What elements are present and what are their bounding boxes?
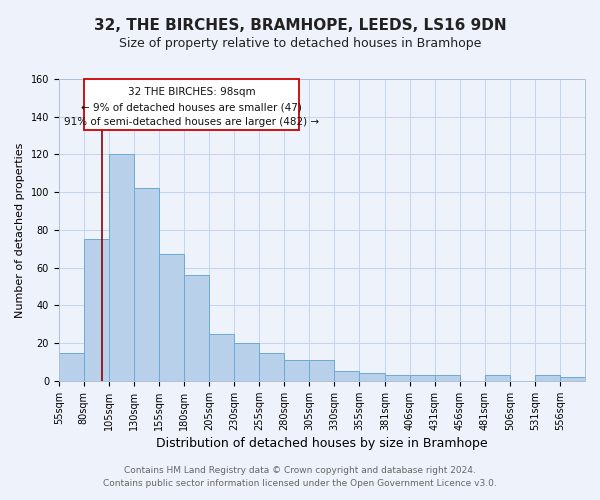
Bar [284, 360, 309, 381]
Y-axis label: Number of detached properties: Number of detached properties [15, 142, 25, 318]
Bar [485, 375, 510, 381]
FancyBboxPatch shape [84, 79, 299, 130]
Bar [134, 188, 159, 381]
Bar [560, 377, 585, 381]
Bar [385, 375, 410, 381]
Text: Contains HM Land Registry data © Crown copyright and database right 2024.
Contai: Contains HM Land Registry data © Crown c… [103, 466, 497, 487]
Bar [209, 334, 234, 381]
Bar [159, 254, 184, 381]
Bar [410, 375, 435, 381]
X-axis label: Distribution of detached houses by size in Bramhope: Distribution of detached houses by size … [156, 437, 488, 450]
Text: 32 THE BIRCHES: 98sqm: 32 THE BIRCHES: 98sqm [128, 86, 255, 97]
Bar [309, 360, 334, 381]
Bar [435, 375, 460, 381]
Bar [334, 372, 359, 381]
Text: 32, THE BIRCHES, BRAMHOPE, LEEDS, LS16 9DN: 32, THE BIRCHES, BRAMHOPE, LEEDS, LS16 9… [94, 18, 506, 32]
Bar [234, 343, 259, 381]
Bar [535, 375, 560, 381]
Bar [84, 240, 109, 381]
Text: Size of property relative to detached houses in Bramhope: Size of property relative to detached ho… [119, 38, 481, 51]
Bar [259, 352, 284, 381]
Bar [359, 374, 385, 381]
Bar [109, 154, 134, 381]
Text: 91% of semi-detached houses are larger (482) →: 91% of semi-detached houses are larger (… [64, 118, 319, 128]
Text: ← 9% of detached houses are smaller (47): ← 9% of detached houses are smaller (47) [81, 102, 302, 112]
Bar [59, 352, 84, 381]
Bar [184, 275, 209, 381]
